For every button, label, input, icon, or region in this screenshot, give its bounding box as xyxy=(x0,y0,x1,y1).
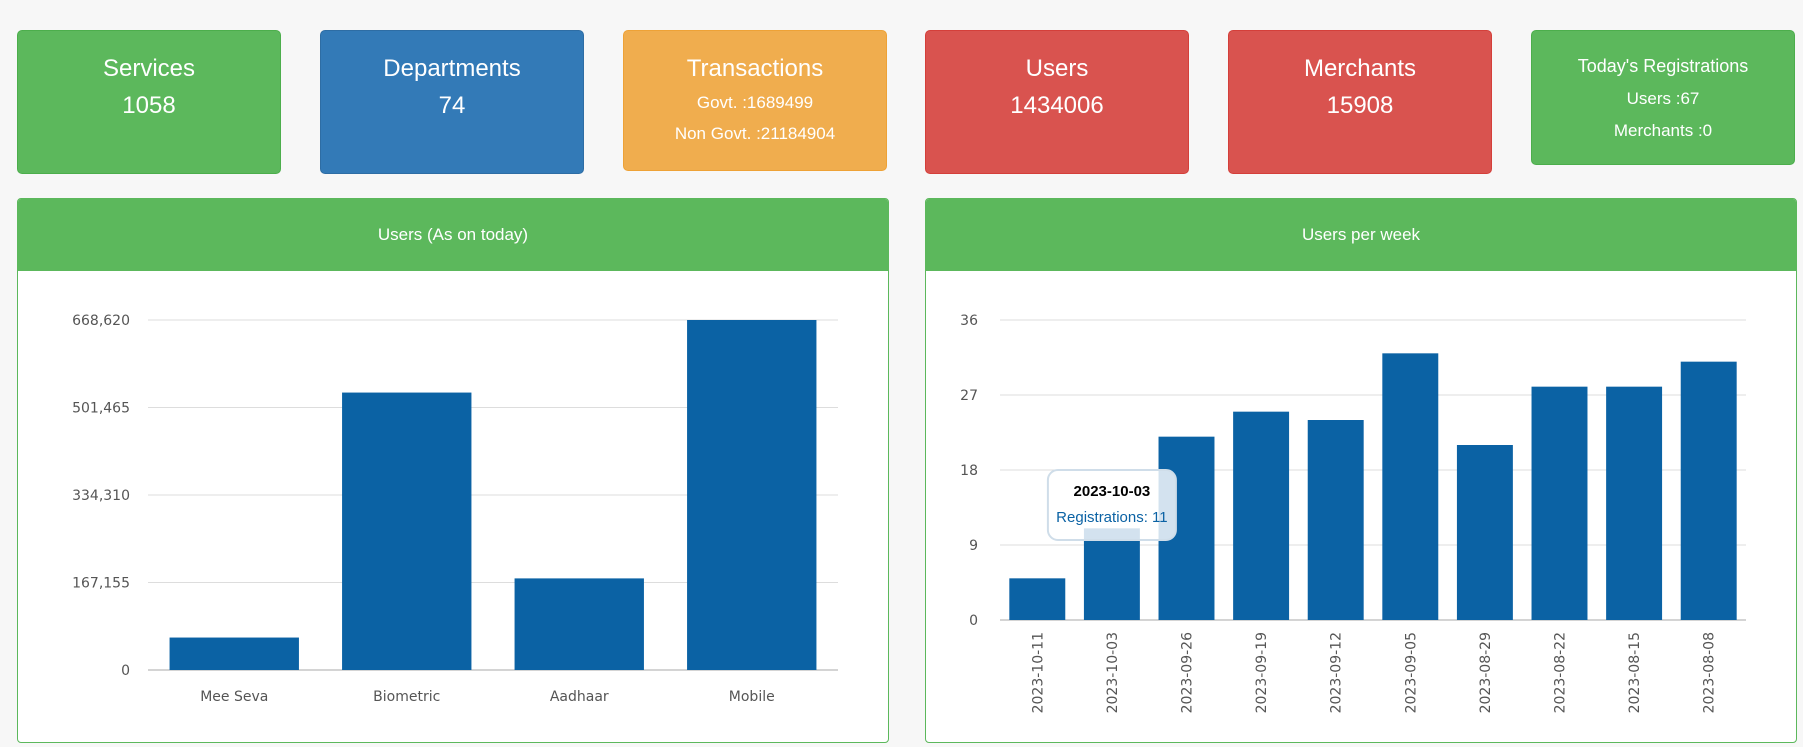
bar-week-2023-08-29 xyxy=(1456,445,1513,620)
users-title: Users xyxy=(1025,55,1089,82)
bar-aadhaar xyxy=(514,578,644,670)
x-tick-label: 2023-08-08 xyxy=(1702,632,1718,713)
x-tick-label: 2023-09-26 xyxy=(1180,632,1196,713)
bar-week-2023-10-03 xyxy=(1083,528,1140,620)
bar-week-2023-09-12 xyxy=(1307,420,1364,620)
bar-biometric xyxy=(342,392,472,670)
bar-week-2023-08-15 xyxy=(1606,386,1663,620)
merchants-title: Merchants xyxy=(1303,55,1417,82)
y-tick-label: 0 xyxy=(969,613,978,629)
users-today-panel: Users (As on today) 0 167,155 334,310 501,4… xyxy=(17,198,889,743)
bar-week-2023-09-05 xyxy=(1382,353,1439,620)
y-tick-label: 0 xyxy=(121,663,130,679)
users-today-chart: 0 167,155 334,310 501,465 668,620 Mee Seva Bio… xyxy=(72,313,838,705)
tooltip-text: Registrations: 11 xyxy=(1056,509,1167,526)
bar-mee-seva xyxy=(169,637,299,670)
bar-week-2023-08-08 xyxy=(1680,361,1737,620)
x-tick-label: 2023-10-11 xyxy=(1030,632,1046,713)
transactions-card[interactable]: Transactions Govt. :1689499 Non Govt. :2… xyxy=(623,30,887,171)
transactions-title: Transactions xyxy=(686,55,824,82)
departments-count: 74 xyxy=(438,92,466,119)
y-tick-label: 27 xyxy=(960,388,978,404)
services-title: Services xyxy=(102,55,196,82)
x-tick-label: Biometric xyxy=(373,689,440,705)
x-tick-label: 2023-10-03 xyxy=(1105,632,1121,713)
x-tick-label: Aadhaar xyxy=(550,689,609,705)
merchants-card[interactable]: Merchants 15908 xyxy=(1228,30,1492,174)
bar-week-2023-08-22 xyxy=(1531,386,1588,620)
registrations-users: Users :67 xyxy=(1626,89,1700,108)
departments-title: Departments xyxy=(383,55,521,82)
bar-week-2023-09-19 xyxy=(1233,411,1290,620)
transactions-non-govt: Non Govt. :21184904 xyxy=(674,124,836,143)
bar-mobile xyxy=(687,320,817,670)
x-tick-label: 2023-09-12 xyxy=(1329,632,1345,713)
services-count: 1058 xyxy=(122,92,176,119)
y-tick-label: 167,155 xyxy=(72,576,130,592)
y-tick-label: 334,310 xyxy=(72,488,130,504)
x-tick-label: 2023-08-15 xyxy=(1627,632,1643,713)
users-count: 1434006 xyxy=(1010,92,1104,119)
y-tick-label: 668,620 xyxy=(72,313,130,329)
y-tick-label: 501,465 xyxy=(72,401,130,417)
users-week-panel: Users per week 0 9 18 27 36 2023-10-11 2023-10… xyxy=(925,198,1797,743)
users-today-header: Users (As on today) xyxy=(18,199,888,271)
bar-week-2023-10-11 xyxy=(1009,578,1066,620)
registrations-merchants: Merchants :0 xyxy=(1613,121,1713,140)
departments-card[interactable]: Departments 74 xyxy=(320,30,584,174)
registrations-card[interactable]: Today's Registrations Users :67 Merchant… xyxy=(1531,30,1795,165)
users-card[interactable]: Users 1434006 xyxy=(925,30,1189,174)
x-tick-label: Mobile xyxy=(729,689,775,705)
users-week-header: Users per week xyxy=(926,199,1796,271)
services-card[interactable]: Services 1058 xyxy=(17,30,281,174)
tooltip-title: 2023-10-03 xyxy=(1074,483,1151,500)
y-tick-label: 18 xyxy=(960,463,978,479)
transactions-govt: Govt. :1689499 xyxy=(696,93,814,112)
x-tick-label: 2023-09-19 xyxy=(1254,632,1270,713)
y-tick-label: 9 xyxy=(969,538,978,554)
chart-tooltip xyxy=(1046,469,1177,541)
x-tick-label: 2023-09-05 xyxy=(1403,632,1419,713)
x-tick-label: Mee Seva xyxy=(200,689,268,705)
y-tick-label: 36 xyxy=(960,313,978,329)
registrations-title: Today's Registrations xyxy=(1577,56,1749,76)
users-week-chart: 0 9 18 27 36 2023-10-11 2023-10-03 2023-09-26 20… xyxy=(960,313,1746,713)
merchants-count: 15908 xyxy=(1326,92,1394,119)
x-tick-label: 2023-08-22 xyxy=(1553,632,1569,713)
x-tick-label: 2023-08-29 xyxy=(1478,632,1494,713)
